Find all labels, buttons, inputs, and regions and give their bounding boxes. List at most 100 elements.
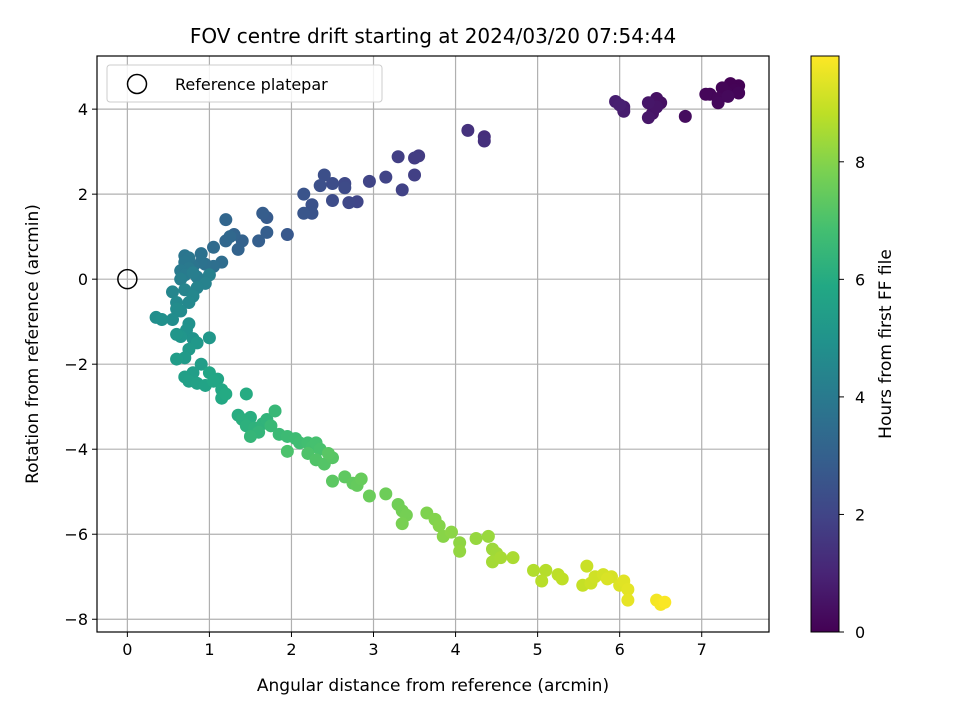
data-point [223, 230, 237, 244]
data-point [260, 225, 274, 239]
colorbar-tick-label: 0 [855, 623, 865, 642]
reference-platepar-marker [117, 268, 138, 290]
data-point [444, 525, 458, 539]
data-point [721, 89, 735, 103]
data-point [362, 489, 376, 503]
data-point [395, 183, 409, 197]
data-point [252, 234, 266, 248]
plot-frame [96, 55, 770, 633]
data-point [170, 327, 184, 341]
data-point [461, 123, 475, 137]
y-tick-label: −2 [64, 355, 88, 374]
data-point [699, 87, 713, 101]
data-point [613, 98, 627, 112]
data-point [354, 472, 368, 486]
data-point [264, 419, 278, 433]
data-point [243, 429, 257, 443]
legend-marker-icon [126, 73, 148, 95]
data-point [170, 302, 184, 316]
data-point [527, 563, 541, 577]
x-axis-label: Angular distance from reference (arcmin) [257, 676, 609, 696]
data-point [165, 285, 179, 299]
data-point [219, 387, 233, 401]
x-tick-label: 3 [368, 640, 378, 659]
y-tick-label: −8 [64, 610, 88, 629]
chart-title: FOV centre drift starting at 2024/03/20 … [190, 24, 676, 48]
data-point [408, 168, 422, 182]
colorbar-tick-label: 6 [855, 270, 865, 289]
data-point [239, 387, 253, 401]
x-tick-label: 2 [286, 640, 296, 659]
data-point [297, 206, 311, 220]
data-point [325, 474, 339, 488]
data-point [165, 313, 179, 327]
data-point [494, 551, 508, 565]
data-point [362, 174, 376, 188]
data-point [391, 150, 405, 164]
x-tick-label: 7 [697, 640, 707, 659]
data-point [321, 446, 335, 460]
data-point [280, 444, 294, 458]
data-point [280, 228, 294, 242]
data-point [231, 242, 245, 256]
data-point [202, 331, 216, 345]
colorbar: 0 2 4 6 8 Hours from first FF file [810, 55, 896, 642]
data-point [711, 96, 725, 110]
data-point [678, 109, 692, 123]
data-point [268, 404, 282, 418]
points-layer [149, 77, 746, 611]
data-point [477, 134, 491, 148]
data-point [379, 170, 393, 184]
y-tick-label: 0 [78, 270, 88, 289]
y-tick-label: 2 [78, 185, 88, 204]
data-point [325, 177, 339, 191]
y-axis-label: Rotation from reference (arcmin) [23, 204, 43, 484]
data-point [481, 529, 495, 543]
colorbar-tick-label: 2 [855, 505, 865, 524]
data-point [207, 240, 221, 254]
y-tick-label: −6 [64, 525, 88, 544]
x-tick-label: 4 [450, 640, 460, 659]
x-tick-label: 1 [204, 640, 214, 659]
data-point [408, 151, 422, 165]
colorbar-ticks: 0 2 4 6 8 [839, 153, 865, 642]
data-point [207, 374, 221, 388]
colorbar-tick-label: 4 [855, 388, 865, 407]
colorbar-tick-label: 8 [855, 153, 865, 172]
y-tick-label: −4 [64, 440, 88, 459]
legend: Reference platepar [106, 64, 383, 103]
data-point [555, 572, 569, 586]
data-point [539, 563, 553, 577]
data-point [297, 187, 311, 201]
data-point [469, 531, 483, 545]
data-point [732, 86, 746, 100]
data-point [174, 272, 188, 286]
data-point [658, 595, 672, 609]
data-point [600, 572, 614, 586]
x-tick-label: 6 [615, 640, 625, 659]
data-point [506, 551, 520, 565]
data-point [395, 517, 409, 531]
data-point [155, 313, 169, 327]
data-point [194, 357, 208, 371]
data-point [256, 206, 270, 220]
x-tick-label: 5 [533, 640, 543, 659]
data-point [621, 582, 635, 596]
legend-label: Reference platepar [175, 75, 328, 94]
data-point [186, 266, 200, 280]
data-point [432, 519, 446, 533]
data-point [535, 574, 549, 588]
data-point [342, 196, 356, 210]
data-point [453, 544, 467, 558]
data-point [338, 181, 352, 195]
data-point [313, 179, 327, 193]
data-point [580, 559, 594, 573]
y-tick-label: 4 [78, 100, 88, 119]
grid [97, 56, 769, 632]
data-point [219, 213, 233, 227]
data-point [641, 96, 655, 110]
data-point [641, 111, 655, 125]
colorbar-gradient [810, 55, 840, 633]
x-tick-label: 0 [122, 640, 132, 659]
colorbar-label: Hours from first FF file [876, 249, 896, 439]
